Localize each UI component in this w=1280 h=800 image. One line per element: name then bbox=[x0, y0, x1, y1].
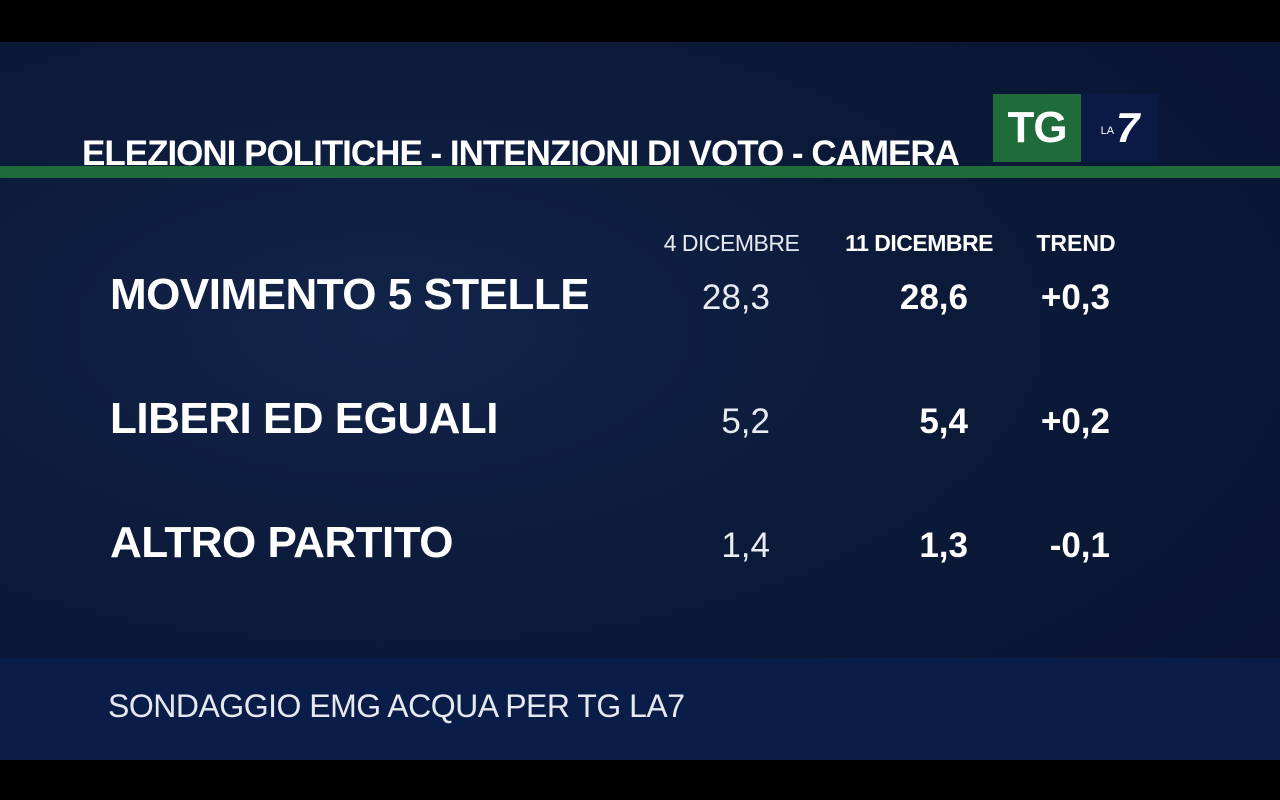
previous-value: 28,3 bbox=[701, 278, 770, 317]
logo-la7: LA 7 bbox=[1081, 94, 1159, 162]
source-caption: SONDAGGIO EMG ACQUA PER TG LA7 bbox=[108, 688, 685, 724]
logo-seven-text: 7 bbox=[1116, 104, 1140, 151]
column-header-current: 11 DICEMBRE bbox=[845, 230, 993, 256]
column-header-trend: TREND bbox=[1036, 230, 1116, 256]
party-name: LIBERI ED EGUALI bbox=[110, 394, 499, 443]
current-value: 28,6 bbox=[899, 278, 968, 317]
current-value: 5,4 bbox=[919, 402, 968, 441]
previous-value: 1,4 bbox=[721, 526, 770, 565]
current-value: 1,3 bbox=[919, 526, 968, 565]
party-name: MOVIMENTO 5 STELLE bbox=[110, 270, 590, 319]
table-row: MOVIMENTO 5 STELLE 28,3 28,6 +0,3 bbox=[0, 270, 1280, 330]
title-underline-bar bbox=[0, 166, 1280, 178]
logo-tg: TG bbox=[993, 94, 1081, 162]
trend-value: +0,2 bbox=[1040, 402, 1110, 441]
trend-value: +0,3 bbox=[1040, 278, 1110, 317]
trend-value: -0,1 bbox=[1049, 526, 1110, 565]
party-name: ALTRO PARTITO bbox=[110, 518, 454, 567]
column-header-previous: 4 DICEMBRE bbox=[663, 230, 800, 256]
table-row: ALTRO PARTITO 1,4 1,3 -0,1 bbox=[0, 518, 1280, 578]
tg-la7-logo: TG LA 7 bbox=[993, 94, 1159, 162]
table-row: LIBERI ED EGUALI 5,2 5,4 +0,2 bbox=[0, 394, 1280, 454]
broadcast-frame: ELEZIONI POLITICHE - INTENZIONI DI VOTO … bbox=[0, 42, 1280, 760]
footer-band: SONDAGGIO EMG ACQUA PER TG LA7 bbox=[0, 658, 1280, 760]
logo-la-text: LA bbox=[1100, 125, 1115, 137]
previous-value: 5,2 bbox=[721, 402, 770, 441]
